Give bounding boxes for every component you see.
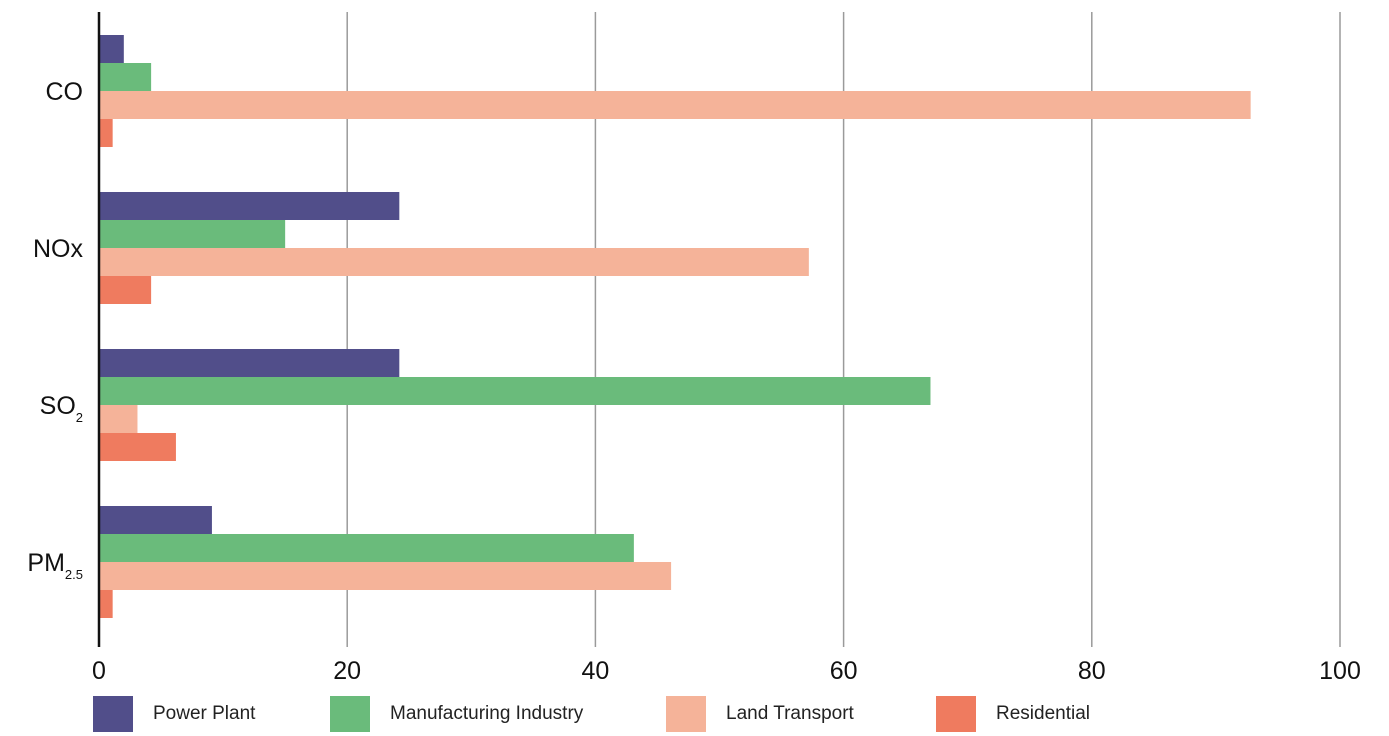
- legend-swatch: [666, 696, 706, 732]
- bar-group-3: [99, 506, 672, 618]
- category-labels: CO NOx SO2 PM2.5: [27, 78, 83, 582]
- legend-item-3: Residential: [936, 696, 1090, 732]
- bar-2-1: [99, 248, 809, 276]
- legend-label: Power Plant: [153, 703, 256, 724]
- legend: Power Plant Manufacturing Industry Land Tr…: [0, 696, 1389, 736]
- bar-3-2: [99, 433, 176, 461]
- x-tick-label-40: 40: [581, 657, 609, 685]
- x-tick-labels: 0 20 40 60 80 100: [92, 657, 1361, 685]
- legend-swatch: [936, 696, 976, 732]
- bar-0-3: [99, 506, 212, 534]
- category-label-3: PM2.5: [27, 549, 83, 582]
- category-label-main: PM: [27, 549, 65, 577]
- legend-item-0: Power Plant: [93, 696, 255, 732]
- legend-label: Land Transport: [726, 703, 854, 724]
- x-tick-label-60: 60: [830, 657, 858, 685]
- bar-1-3: [99, 534, 634, 562]
- legend-item-1: Manufacturing Industry: [330, 696, 583, 732]
- bar-group-1: [99, 192, 809, 304]
- category-label-subscript: 2.5: [65, 567, 83, 582]
- bar-2-2: [99, 405, 138, 433]
- bar-0-1: [99, 192, 400, 220]
- legend-label: Residential: [996, 703, 1090, 724]
- x-tick-label-20: 20: [333, 657, 361, 685]
- category-label-2: SO2: [40, 392, 83, 425]
- bar-3-3: [99, 590, 113, 618]
- chart: CO NOx SO2 PM2.5 0 20 40 60 80 100: [27, 12, 1361, 685]
- category-label-1: NOx: [33, 235, 84, 263]
- legend-swatch: [93, 696, 133, 732]
- category-label-0: CO: [46, 78, 84, 106]
- category-label-main: CO: [46, 78, 84, 106]
- category-label-main: NOx: [33, 235, 84, 263]
- bar-3-1: [99, 276, 152, 304]
- bar-1-0: [99, 63, 152, 91]
- bar-group-0: [99, 35, 1251, 147]
- category-label-main: SO: [40, 392, 76, 420]
- bar-0-0: [99, 35, 124, 63]
- bar-group-2: [99, 349, 931, 461]
- bar-1-1: [99, 220, 286, 248]
- legend-item-2: Land Transport: [666, 696, 854, 732]
- category-label-subscript: 2: [76, 410, 83, 425]
- bar-1-2: [99, 377, 931, 405]
- bar-3-0: [99, 119, 113, 147]
- bar-2-0: [99, 91, 1251, 119]
- bar-2-3: [99, 562, 672, 590]
- x-tick-label-0: 0: [92, 657, 106, 685]
- legend-label: Manufacturing Industry: [390, 703, 584, 724]
- x-tick-label-100: 100: [1319, 657, 1361, 685]
- x-tick-label-80: 80: [1078, 657, 1106, 685]
- bar-0-2: [99, 349, 400, 377]
- legend-swatch: [330, 696, 370, 732]
- bars: [99, 35, 1251, 618]
